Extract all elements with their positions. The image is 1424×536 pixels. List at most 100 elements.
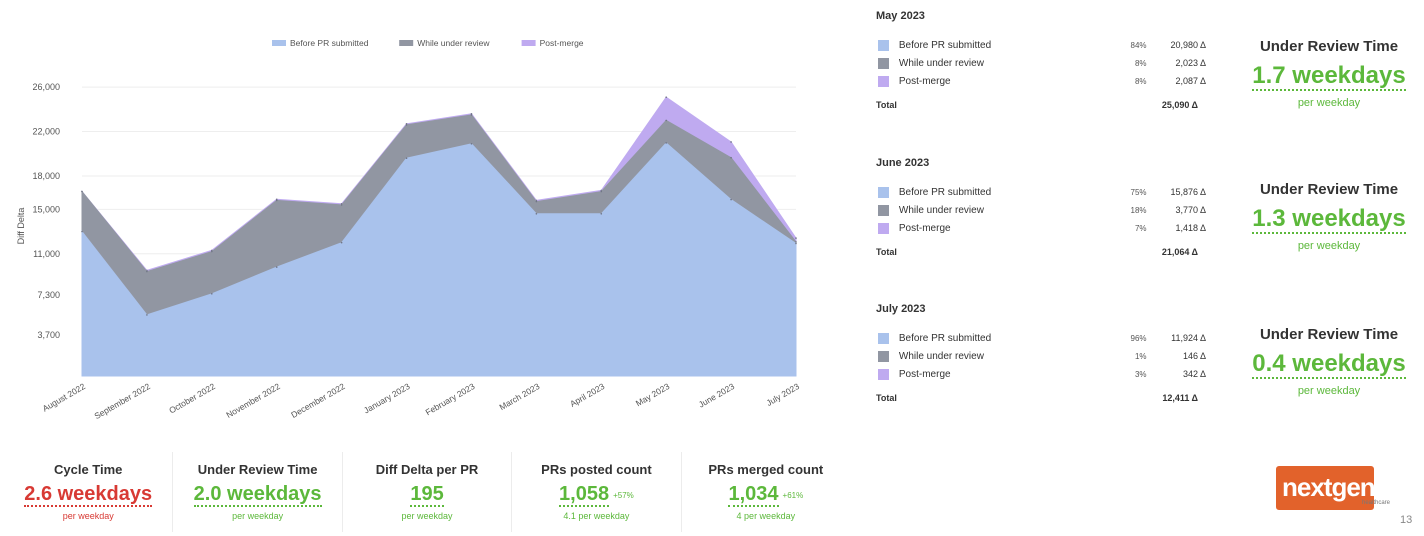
breakdown-row: Post-merge 3% 342 Δ	[876, 365, 1206, 383]
kpi-cycle-time[interactable]: Cycle Time 2.6 weekdays per weekday	[4, 452, 174, 532]
breakdown-value: 3,770 Δ	[1175, 205, 1206, 215]
x-tick-label: November 2022	[224, 381, 282, 420]
breakdown-pct: 1%	[1134, 351, 1147, 361]
x-tick-label: October 2022	[167, 381, 217, 416]
breakdown-pct: 3%	[1134, 369, 1147, 379]
y-tick-label: 22,000	[32, 127, 60, 137]
y-tick-label: 11,000	[33, 249, 60, 259]
x-tick-label: February 2023	[424, 381, 477, 417]
nextgen-logo: nextgen healthcare	[1276, 466, 1396, 510]
x-tick-label: September 2022	[92, 381, 152, 421]
kpi-row: Cycle Time 2.6 weekdays per weekday Unde…	[4, 452, 850, 532]
kpi-prs-merged-count[interactable]: PRs merged count 1,034 +61% 4 per weekday	[682, 452, 850, 532]
kpi-value: 1,058	[559, 483, 610, 507]
x-tick-label: July 2023	[764, 381, 801, 408]
total-label: Total	[876, 247, 897, 257]
data-point	[470, 142, 473, 145]
urt-panel-june[interactable]: Under Review Time 1.3 weekdays per weekd…	[1234, 181, 1424, 252]
data-point	[665, 142, 667, 144]
before-pr-swatch	[878, 186, 889, 198]
breakdown-row: Before PR submitted 75% 15,876 Δ	[876, 183, 1206, 201]
breakdown-value: 1,418 Δ	[1175, 223, 1206, 233]
x-tick-label: June 2023	[697, 381, 737, 410]
legend-swatch	[399, 40, 414, 46]
kpi-value: 2.6 weekdays	[24, 483, 153, 507]
kpi-prs-posted-count[interactable]: PRs posted count 1,058 +57% 4.1 per weekd…	[512, 452, 682, 532]
breakdown-value: 2,023 Δ	[1175, 58, 1206, 68]
page-number: 13	[1400, 514, 1413, 526]
before-pr-swatch	[878, 332, 889, 344]
kpi-sub: per weekday	[62, 511, 114, 521]
x-tick-label: December 2022	[289, 381, 347, 420]
urt-panel-may[interactable]: Under Review Time 1.7 weekdays per weekd…	[1234, 38, 1424, 109]
data-point	[275, 266, 278, 268]
data-point	[405, 124, 408, 126]
kpi-title: Under Review Time	[197, 462, 318, 477]
urt-value: 0.4 weekdays	[1252, 350, 1406, 379]
data-point	[211, 292, 213, 295]
data-point	[405, 122, 408, 125]
data-point	[340, 241, 343, 244]
breakdown-value: 146 Δ	[1182, 351, 1206, 361]
total-label: Total	[876, 393, 897, 403]
data-point	[146, 314, 148, 316]
breakdown-row: While under review 1% 146 Δ	[876, 347, 1206, 365]
breakdown-label: Before PR submitted	[898, 39, 992, 51]
stacked-area-chart: 3,700 7,300 11,000 15,000 18,000 22,000 26,000…	[16, 38, 801, 421]
data-point	[275, 198, 278, 201]
kpi-title: Diff Delta per PR	[375, 462, 479, 477]
legend-label: Post-merge	[540, 38, 584, 48]
breakdown-row: Post-merge 8% 2,087 Δ	[876, 72, 1206, 90]
breakdown-row: While under review 18% 3,770 Δ	[876, 201, 1206, 219]
kpi-sub: per weekday	[232, 511, 284, 521]
data-point	[665, 119, 667, 122]
logo-badge	[1276, 466, 1374, 510]
breakdown-label: Post-merge	[898, 75, 951, 87]
urt-panel-july[interactable]: Under Review Time 0.4 weekdays per weekd…	[1234, 326, 1424, 397]
data-point	[795, 237, 797, 239]
breakdown-pct: 84%	[1130, 40, 1147, 50]
legend-label: While under review	[417, 38, 490, 48]
y-tick-label: 3,700	[37, 330, 60, 340]
data-point	[81, 190, 83, 193]
kpi-sub: per weekday	[401, 511, 453, 521]
total-row: Total 25,090 Δ	[876, 94, 1206, 116]
urt-value: 1.3 weekdays	[1252, 205, 1406, 234]
urt-sub: per weekday	[1297, 97, 1361, 109]
data-point	[600, 212, 603, 215]
kpi-title: PRs merged count	[708, 462, 824, 477]
data-point	[795, 242, 797, 245]
data-point	[665, 96, 667, 99]
breakdown-label: While under review	[898, 57, 984, 69]
total-value: 21,064 Δ	[1161, 247, 1198, 257]
breakdown-row: Before PR submitted 84% 20,980 Δ	[876, 36, 1206, 54]
kpi-diff-delta-per-pr[interactable]: Diff Delta per PR 195 per weekday	[343, 452, 513, 532]
x-tick-label: August 2022	[41, 381, 88, 414]
x-tick-label: March 2023	[497, 381, 541, 412]
data-point	[470, 112, 473, 115]
urt-value: 1.7 weekdays	[1252, 62, 1406, 91]
month-title: July 2023	[876, 303, 926, 315]
data-point	[211, 250, 213, 253]
breakdown-pct: 96%	[1130, 333, 1147, 343]
kpi-under-review-time[interactable]: Under Review Time 2.0 weekdays per weekd…	[173, 452, 343, 532]
data-point	[470, 114, 473, 116]
post-merge-swatch	[878, 75, 889, 87]
data-point	[81, 230, 83, 233]
x-tick-label: April 2023	[568, 381, 606, 409]
breakdown-value: 342 Δ	[1182, 369, 1206, 379]
y-axis-label: Diff Delta	[16, 208, 26, 245]
x-tick-label: January 2023	[362, 381, 412, 416]
breakdown-pct: 18%	[1130, 205, 1147, 215]
breakdown-pct: 8%	[1134, 58, 1147, 68]
breakdown-row: Before PR submitted 96% 11,924 Δ	[876, 329, 1206, 347]
stacked-area-chart-card: 3,700 7,300 11,000 15,000 18,000 22,000 26,000…	[4, 6, 850, 444]
month-title: June 2023	[876, 157, 930, 169]
x-tick-label: May 2023	[634, 381, 672, 408]
kpi-title: PRs posted count	[541, 462, 652, 477]
under-review-swatch	[878, 204, 889, 216]
data-point	[730, 156, 732, 159]
kpi-value: 2.0 weekdays	[193, 483, 322, 507]
data-point	[535, 200, 538, 203]
